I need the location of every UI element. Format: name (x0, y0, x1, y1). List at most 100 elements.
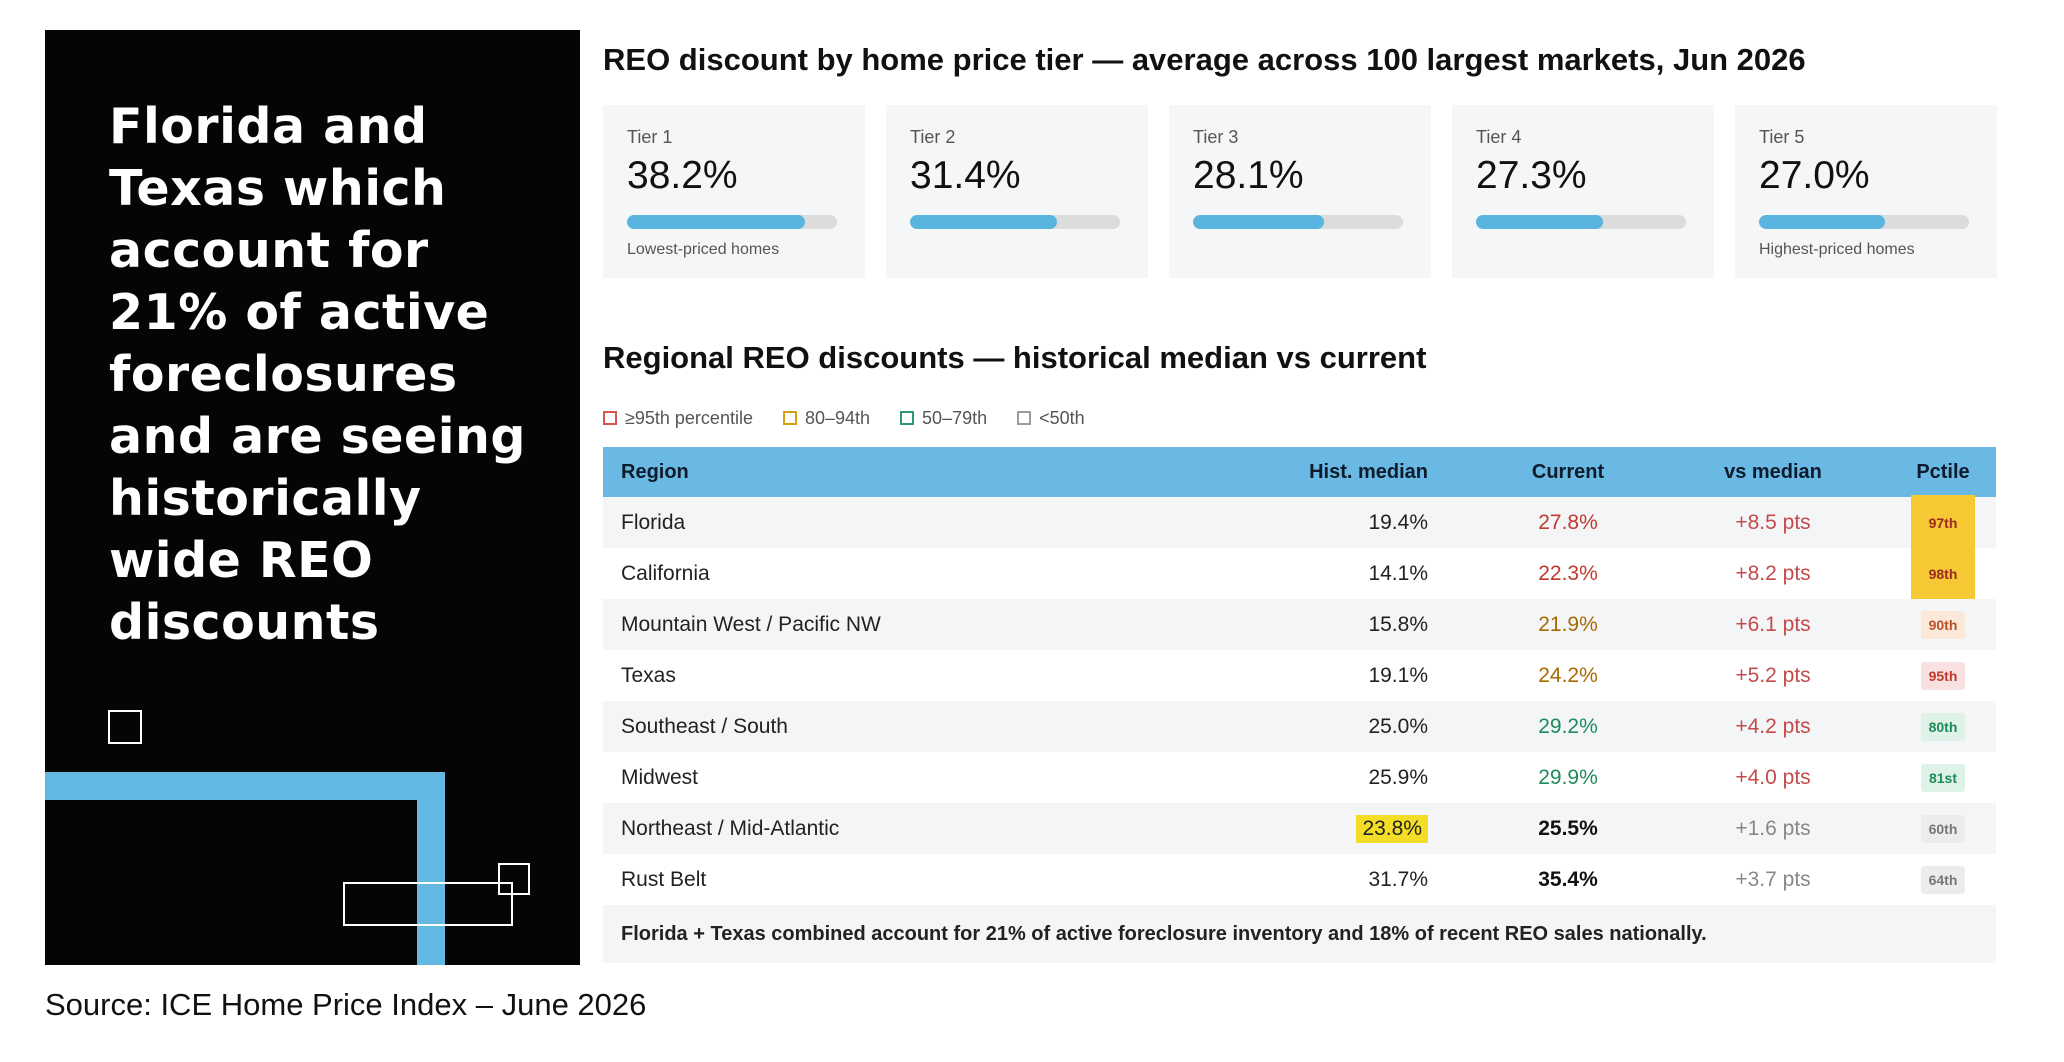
hist-median-cell-text: 19.4% (1368, 510, 1428, 534)
header-region: Region (621, 460, 689, 483)
current-cell: 22.3% (1483, 548, 1653, 599)
current-cell-text: 24.2% (1538, 663, 1598, 687)
region-cell: Midwest (621, 752, 698, 803)
table-row: Midwest 25.9% 29.9% +4.0 pts 81st (603, 752, 1996, 803)
region-cell-text: Mountain West / Pacific NW (621, 612, 881, 636)
hist-median-cell: 31.7% (1233, 854, 1428, 905)
pctile-cell: 98th (1893, 545, 1993, 602)
hist-median-cell: 15.8% (1233, 599, 1428, 650)
region-table: Region Hist. median Current vs median Pc… (603, 447, 1996, 963)
hist-median-cell-text: 19.1% (1368, 663, 1428, 687)
hist-median-cell-text: 25.9% (1368, 765, 1428, 789)
region-cell-text: California (621, 561, 710, 585)
tier-note: Lowest-priced homes (627, 241, 780, 258)
pctile-cell: 64th (1893, 854, 1993, 905)
vs-median-cell: +8.2 pts (1653, 548, 1893, 599)
legend-swatch (1017, 411, 1032, 425)
current-cell: 25.5% (1483, 803, 1653, 854)
vs-median-cell-text: +3.7 pts (1735, 867, 1811, 891)
legend-label: 80–94th (804, 407, 871, 428)
hist-median-cell-text: 15.8% (1368, 612, 1428, 636)
current-cell: 29.2% (1483, 701, 1653, 752)
vs-median-cell: +4.2 pts (1653, 701, 1893, 752)
table-row: Texas 19.1% 24.2% +5.2 pts 95th (603, 650, 1996, 701)
table-header: Region Hist. median Current vs median Pc… (603, 447, 1996, 497)
header-current: Current (1531, 460, 1605, 483)
table-row: Rust Belt 31.7% 35.4% +3.7 pts 64th (603, 854, 1996, 905)
region-cell: California (621, 548, 710, 599)
legend-swatch (782, 411, 797, 425)
table-row: Northeast / Mid-Atlantic 23.8% 25.5% +1.6 p… (603, 803, 1996, 854)
current-cell: 29.9% (1483, 752, 1653, 803)
hist-median-cell-text: 23.8% (1356, 814, 1428, 843)
region-cell: Texas (621, 650, 676, 701)
tier-bar (1476, 215, 1604, 229)
hist-median-cell-text: 14.1% (1368, 561, 1428, 585)
tier-value: 27.0% (1759, 154, 1870, 197)
tier-card: Tier 2 31.4% (886, 105, 1148, 278)
legend-item: <50th (1017, 408, 1085, 429)
tier-label: Tier 3 (1193, 127, 1239, 147)
current-cell: 24.2% (1483, 650, 1653, 701)
vs-median-cell-text: +5.2 pts (1735, 663, 1811, 687)
percentile-legend: ≥95th percentile 80–94th 50–79th <50th (603, 406, 1115, 430)
pctile-cell-text: 90th (1920, 610, 1966, 639)
tier-bar (627, 215, 806, 229)
tier-section-title: REO discount by home price tier — averag… (603, 42, 1806, 77)
tier-bar-track (910, 215, 1120, 229)
tier-bar (910, 215, 1057, 229)
vs-median-cell: +3.7 pts (1653, 854, 1893, 905)
legend-item: 50–79th (900, 408, 987, 429)
table-row: Southeast / South 25.0% 29.2% +4.2 pts 80th (603, 701, 1996, 752)
vs-median-cell: +5.2 pts (1653, 650, 1893, 701)
pctile-cell: 90th (1893, 599, 1993, 650)
legend-item: 80–94th (782, 407, 871, 429)
table-row: Florida 19.4% 27.8% +8.5 pts 97th (603, 494, 1996, 551)
hist-median-cell: 25.0% (1233, 701, 1428, 752)
tier-bar (1193, 215, 1325, 229)
vs-median-cell: +1.6 pts (1653, 803, 1893, 854)
legend-label: <50th (1039, 407, 1085, 428)
vs-median-cell-text: +8.5 pts (1735, 510, 1811, 534)
tier-bar-track (627, 215, 837, 229)
decorative-small-square (498, 863, 530, 895)
current-cell-text: 27.8% (1538, 510, 1598, 534)
current-cell-text: 29.2% (1538, 714, 1598, 738)
decorative-bar-vertical (417, 772, 445, 965)
hist-median-cell-text: 31.7% (1368, 867, 1428, 891)
tier-bar (1759, 215, 1885, 229)
tier-value: 27.3% (1476, 154, 1587, 197)
current-cell-text: 22.3% (1538, 561, 1598, 585)
pctile-cell-text: 95th (1920, 661, 1966, 690)
pctile-cell-text: 81st (1920, 763, 1966, 792)
hist-median-cell: 19.1% (1233, 650, 1428, 701)
current-cell-text: 25.5% (1538, 816, 1598, 840)
pctile-cell-text: 60th (1920, 814, 1966, 843)
current-cell-text: 29.9% (1538, 765, 1598, 789)
pctile-cell-text: 80th (1920, 712, 1966, 741)
tier-label: Tier 4 (1476, 127, 1522, 147)
region-cell-text: Rust Belt (621, 867, 707, 891)
decorative-rectangle (343, 882, 513, 926)
hist-median-cell: 25.9% (1233, 752, 1428, 803)
vs-median-cell: +8.5 pts (1653, 497, 1893, 548)
tier-card: Tier 3 28.1% (1169, 105, 1431, 278)
tier-card: Tier 1 38.2% Lowest-priced homes (603, 105, 865, 278)
tier-label: Tier 5 (1759, 127, 1805, 147)
region-cell-text: Southeast / South (621, 714, 788, 738)
source-note: Source: ICE Home Price Index – June 2026 (45, 987, 647, 1022)
region-cell: Rust Belt (621, 854, 706, 905)
vs-median-cell-text: +4.2 pts (1735, 714, 1811, 738)
region-cell-text: Northeast / Mid-Atlantic (621, 816, 840, 840)
pctile-cell-text: 97th (1910, 494, 1976, 551)
tier-label: Tier 2 (910, 127, 956, 147)
table-footer-note: Florida + Texas combined account for 21%… (603, 905, 1996, 963)
tier-bar-track (1476, 215, 1686, 229)
vs-median-cell: +4.0 pts (1653, 752, 1893, 803)
tier-value: 31.4% (910, 154, 1021, 197)
hist-median-cell: 14.1% (1233, 548, 1428, 599)
current-cell-text: 35.4% (1538, 867, 1598, 891)
tier-bar-track (1193, 215, 1403, 229)
header-vs-median: vs median (1724, 460, 1822, 483)
pctile-cell: 80th (1893, 701, 1993, 752)
